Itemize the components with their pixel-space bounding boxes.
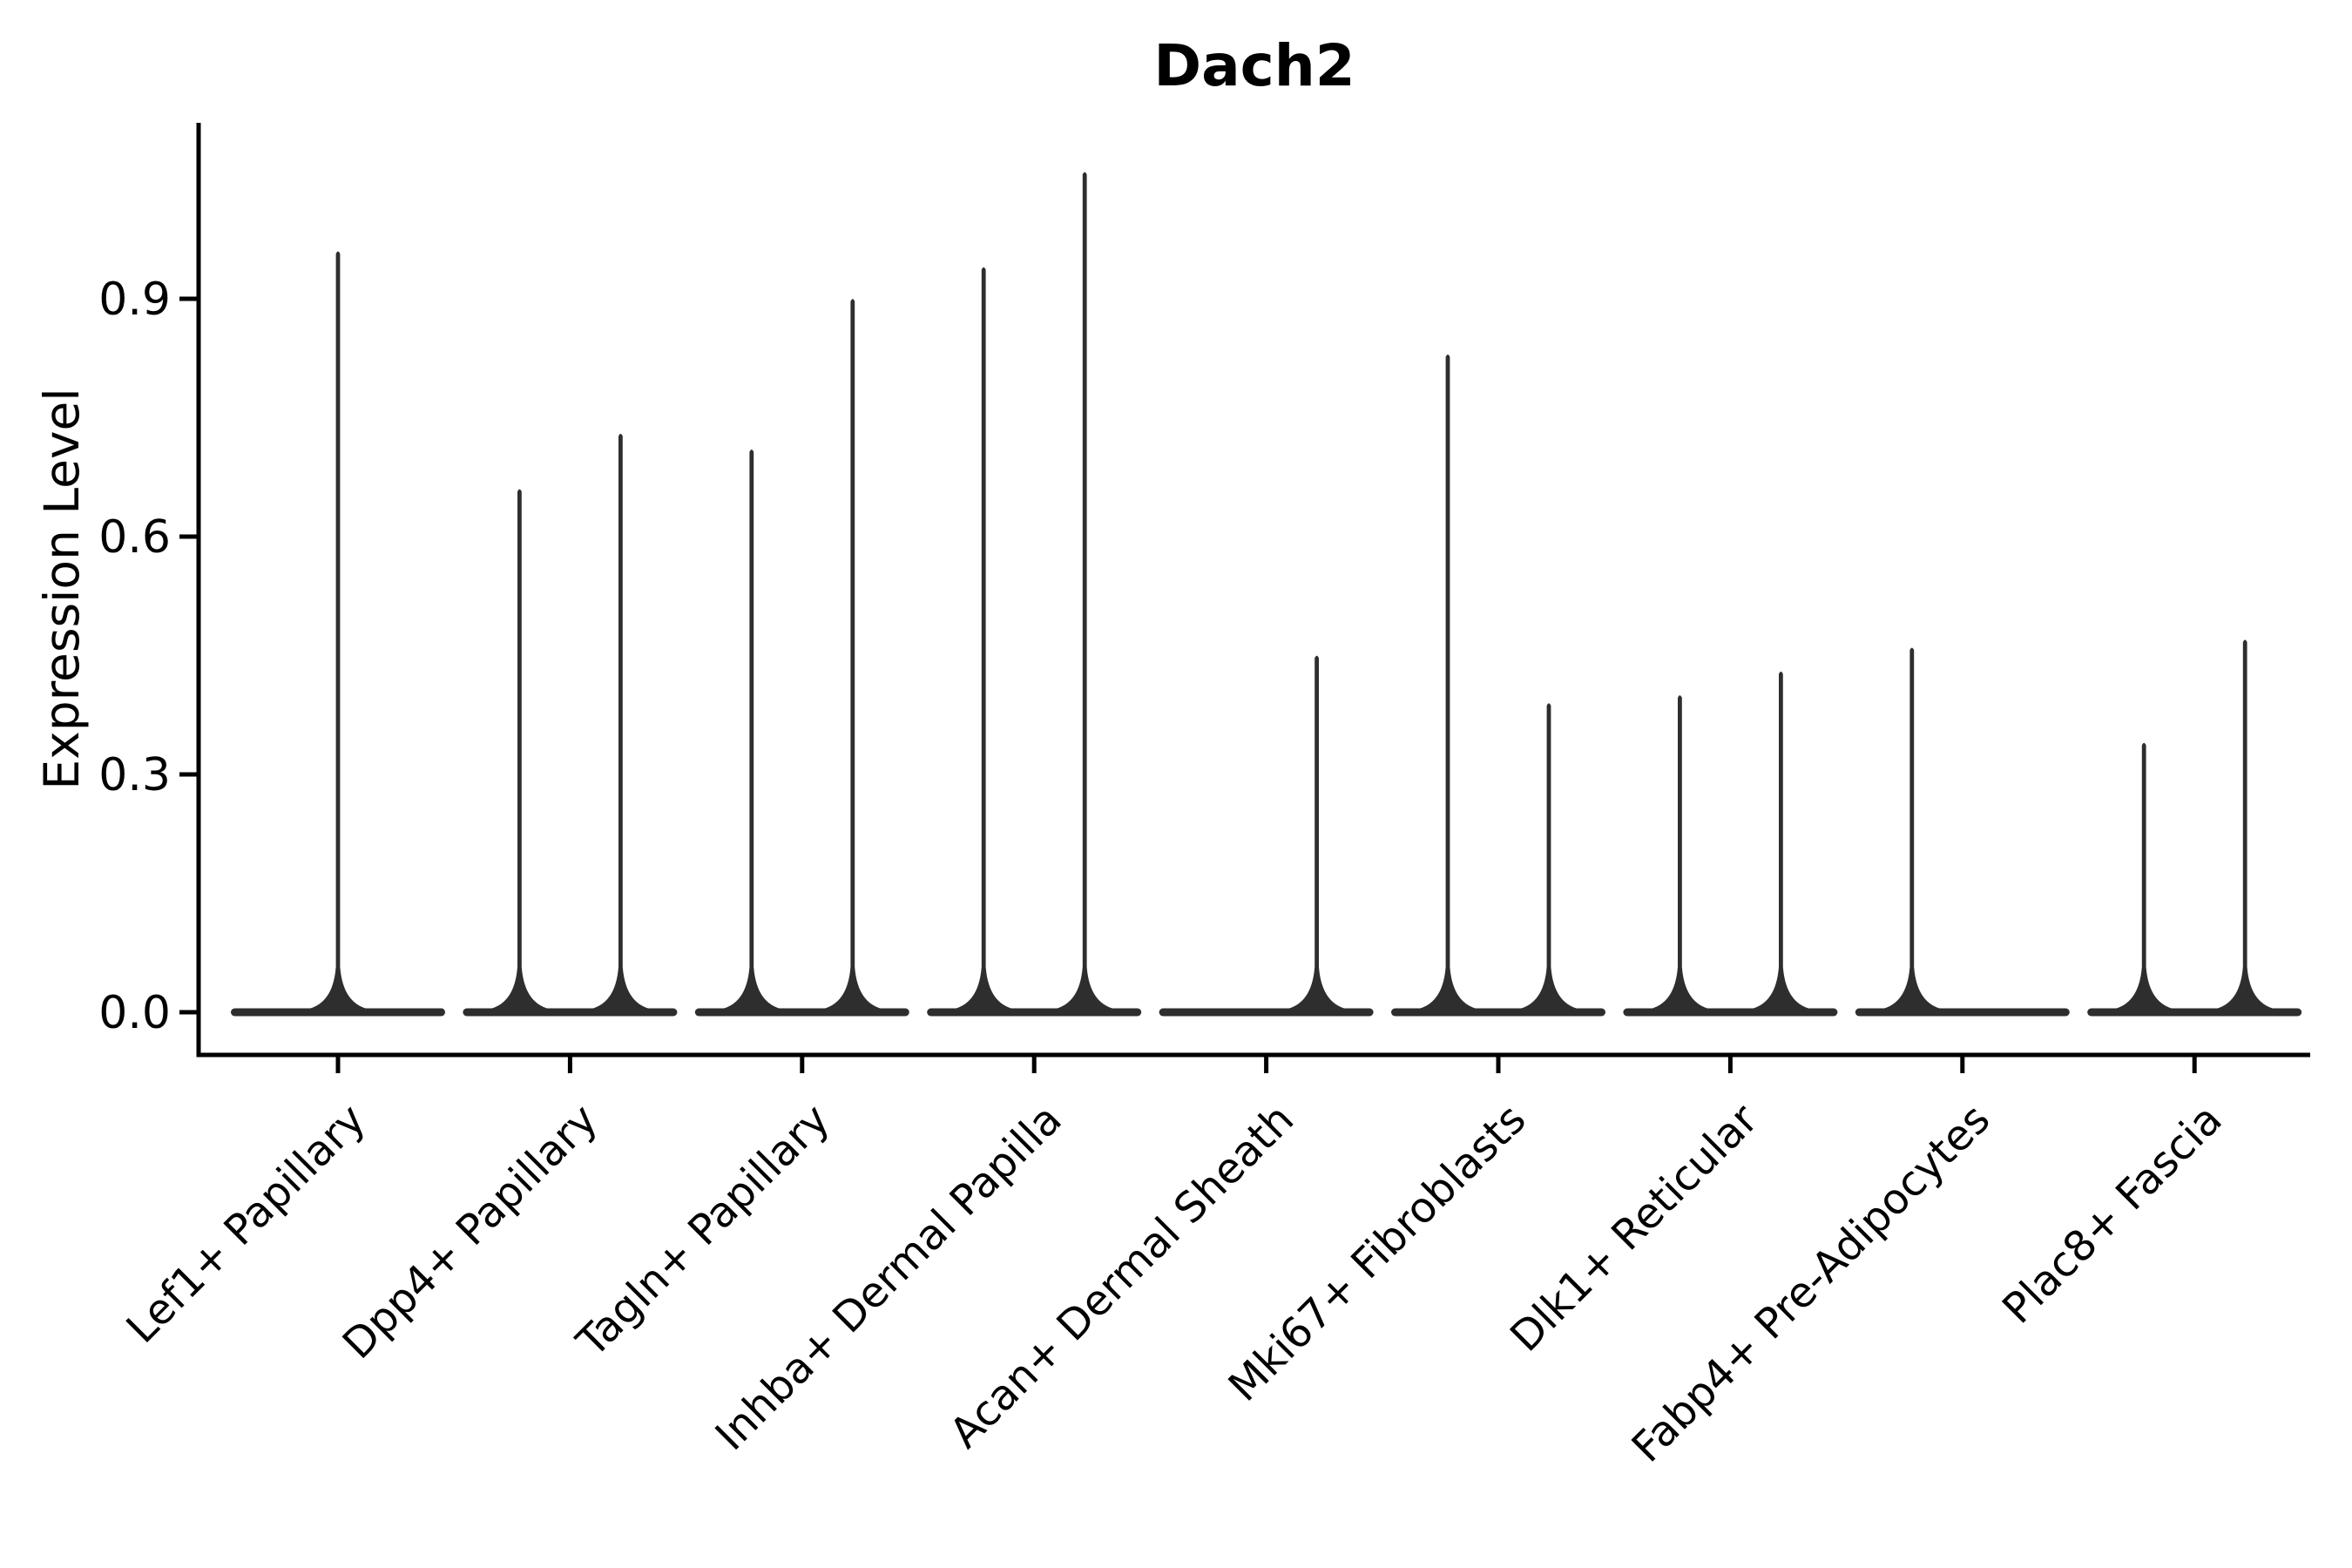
violin-spike [301, 251, 375, 1016]
violin-spike [1048, 172, 1122, 1016]
x-tick-label: Plac8+ Fascia [1993, 1095, 2232, 1334]
violin-spike [1875, 647, 1949, 1016]
violin-spike [947, 267, 1021, 1016]
x-tick-label: Dpp4+ Papillary [334, 1095, 607, 1369]
x-tick-label: Tagln+ Papillary [567, 1095, 839, 1367]
violin-spike [714, 449, 788, 1016]
y-tick-label: 0.9 [98, 274, 171, 326]
violin-spike [483, 489, 557, 1016]
y-tick-label: 0.0 [98, 987, 171, 1039]
x-tick-label: Lef1+ Papillary [118, 1095, 375, 1353]
y-tick-label: 0.6 [98, 511, 171, 564]
violin-spike [584, 433, 658, 1016]
violin-spike [1411, 354, 1484, 1016]
y-tick-label: 0.3 [98, 749, 171, 801]
violin-spike [815, 299, 889, 1016]
x-tick-label: Dlk1+ Reticular [1501, 1095, 1767, 1362]
violin-spike [2107, 742, 2181, 1016]
violin-spike [1643, 695, 1717, 1016]
violin-spike [1280, 655, 1354, 1016]
violin-spike [1512, 703, 1585, 1016]
violin-spike [1744, 671, 1818, 1016]
violin-spike [2208, 639, 2282, 1016]
y-axis-label: Expression Level [34, 388, 90, 789]
chart-title: Dach2 [1153, 32, 1355, 99]
